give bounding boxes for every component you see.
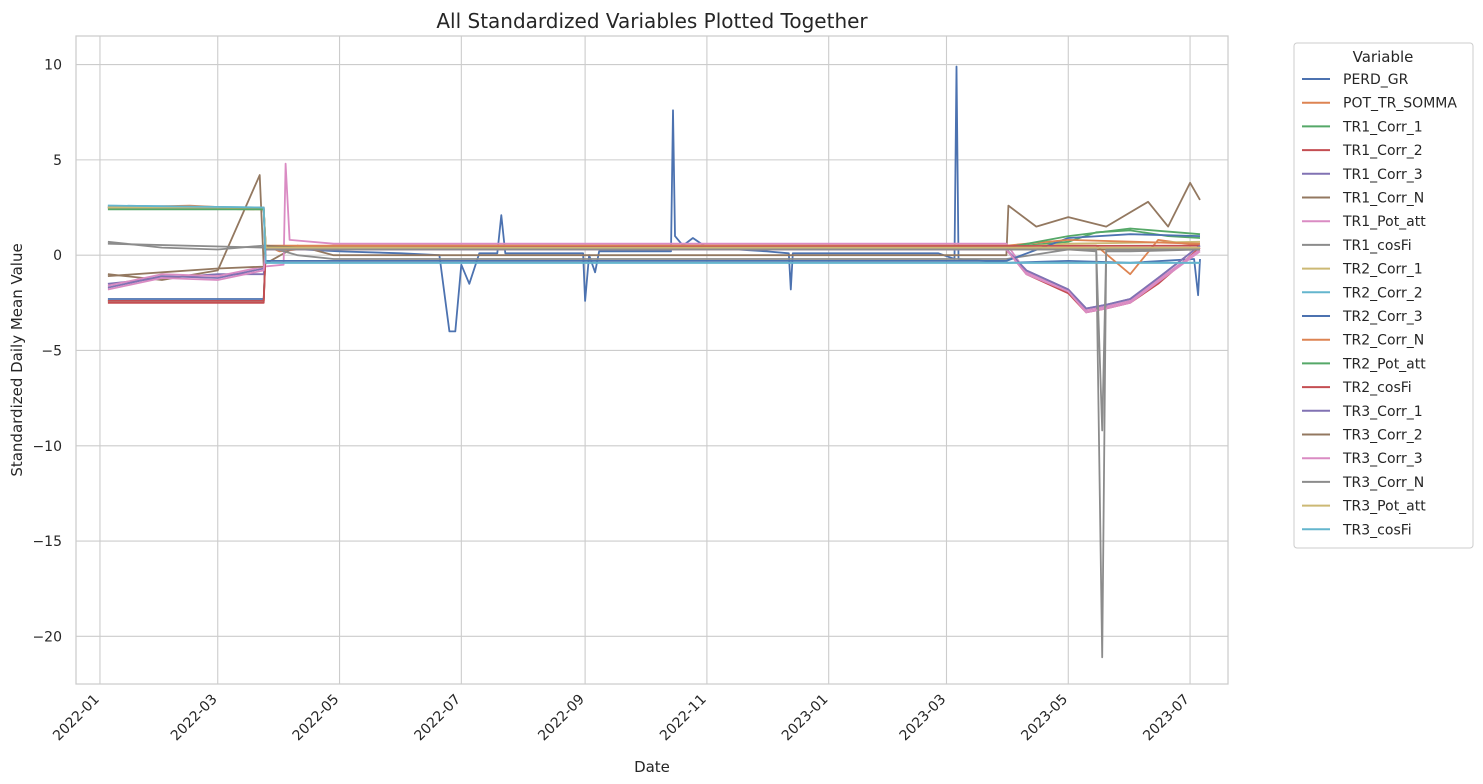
legend-label: TR3_Corr_1 [1342, 404, 1423, 420]
plot-area-frame [75, 35, 1229, 685]
legend-label: TR2_Corr_N [1342, 333, 1424, 349]
y-tick-label: −15 [32, 534, 62, 550]
series-line-tr1-corr-2 [107, 246, 1201, 314]
x-tick-label: 2023-03 [897, 692, 950, 745]
series-line-tr2-pot-att [107, 208, 1201, 249]
legend-label: TR2_Corr_3 [1342, 309, 1423, 325]
legend-label: TR3_Corr_3 [1342, 451, 1423, 467]
legend-label: POT_TR_SOMMA [1343, 96, 1457, 112]
legend-item: TR2_Corr_N [1302, 333, 1424, 349]
legend-item: TR3_cosFi [1302, 522, 1412, 538]
series-line-tr1-corr-n [107, 174, 1201, 281]
legend-label: TR3_cosFi [1342, 522, 1412, 538]
series-line-tr3-cosfi [107, 204, 1200, 264]
y-tick-label: 10 [44, 58, 62, 74]
legend-item: TR1_Corr_3 [1302, 167, 1423, 183]
x-tick-label: 2022-01 [50, 692, 103, 745]
legend-item: TR2_Corr_3 [1302, 309, 1423, 325]
series-line-pot-tr-somma [107, 206, 1201, 276]
legend-item: TR2_Corr_2 [1302, 285, 1423, 301]
legend-item: POT_TR_SOMMA [1302, 96, 1457, 112]
series-line-tr3-corr-n [107, 242, 1200, 432]
series-line-tr1-pot-att [107, 162, 1201, 312]
legend-title: Variable [1353, 48, 1414, 66]
legend-label: TR2_Corr_1 [1342, 262, 1423, 278]
legend-label: TR2_Corr_2 [1342, 285, 1423, 301]
x-tick-label: 2022-07 [411, 692, 464, 745]
y-tick-label: 5 [53, 153, 62, 169]
x-tick-label: 2022-11 [657, 692, 710, 745]
legend-item: TR2_Corr_1 [1302, 262, 1423, 278]
series-line-tr2-cosfi [107, 244, 1201, 302]
x-tick-label: 2022-03 [168, 692, 221, 745]
series-line-perd-gr [107, 65, 1201, 333]
y-axis-label: Standardized Daily Mean Value [8, 243, 26, 476]
legend-item: TR1_Corr_2 [1302, 143, 1423, 159]
legend-item: TR1_Pot_att [1302, 214, 1426, 230]
series-line-tr3-corr-1 [107, 244, 1201, 310]
legend-item: TR3_Corr_1 [1302, 404, 1423, 420]
legend-label: TR1_Corr_3 [1342, 167, 1423, 183]
legend-label: TR2_cosFi [1342, 380, 1412, 396]
legend-item: TR3_Corr_2 [1302, 428, 1423, 444]
series-line-tr2-corr-3 [107, 206, 1201, 262]
x-tick-label: 2023-05 [1018, 692, 1071, 745]
y-tick-labels: 10 5 0 −5 −10 −15 −20 [32, 58, 62, 646]
legend-label: TR3_Corr_2 [1342, 428, 1423, 444]
x-axis-label: Date [634, 758, 670, 776]
legend-label: TR3_Corr_N [1342, 475, 1424, 491]
legend-item: TR1_Corr_N [1302, 191, 1424, 207]
series-layer [107, 65, 1201, 659]
legend: Variable PERD_GR POT_TR_SOMMA TR1_Corr_1 TR… [1293, 42, 1474, 549]
legend-item: TR3_Corr_N [1302, 475, 1424, 491]
chart-title: All Standardized Variables Plotted Toget… [436, 9, 868, 33]
legend-item: TR2_Pot_att [1302, 356, 1426, 372]
x-tick-labels: 2022-01 2022-03 2022-05 2022-07 2022-09 2022-… [50, 692, 1193, 745]
legend-item: TR2_cosFi [1302, 380, 1412, 396]
y-tick-label: 0 [53, 248, 62, 264]
legend-item: TR1_Corr_1 [1302, 119, 1423, 135]
legend-box [1293, 42, 1474, 549]
y-tick-label: −20 [32, 629, 62, 645]
y-tick-label: −5 [41, 343, 62, 359]
legend-item: TR1_cosFi [1302, 238, 1412, 254]
legend-label: PERD_GR [1343, 72, 1409, 88]
legend-item: PERD_GR [1302, 72, 1409, 88]
legend-label: TR2_Pot_att [1342, 356, 1426, 372]
legend-items: PERD_GR POT_TR_SOMMA TR1_Corr_1 TR1_Corr_2 T… [1302, 72, 1457, 538]
x-tick-label: 2022-09 [535, 692, 588, 745]
x-tick-label: 2023-07 [1140, 692, 1193, 745]
legend-item: TR3_Pot_att [1302, 499, 1426, 515]
x-tick-label: 2023-01 [779, 692, 832, 745]
y-tick-label: −10 [32, 439, 62, 455]
grid-lines [76, 36, 1228, 684]
legend-label: TR3_Pot_att [1342, 499, 1426, 515]
legend-label: TR1_Pot_att [1342, 214, 1426, 230]
series-line-tr1-cosfi [107, 240, 1201, 659]
legend-label: TR1_cosFi [1342, 238, 1412, 254]
legend-label: TR1_Corr_2 [1342, 143, 1423, 159]
legend-label: TR1_Corr_1 [1342, 119, 1423, 135]
series-line-tr3-corr-3 [107, 248, 1201, 314]
x-tick-label: 2022-05 [290, 692, 343, 745]
legend-label: TR1_Corr_N [1342, 191, 1424, 207]
legend-item: TR3_Corr_3 [1302, 451, 1423, 467]
